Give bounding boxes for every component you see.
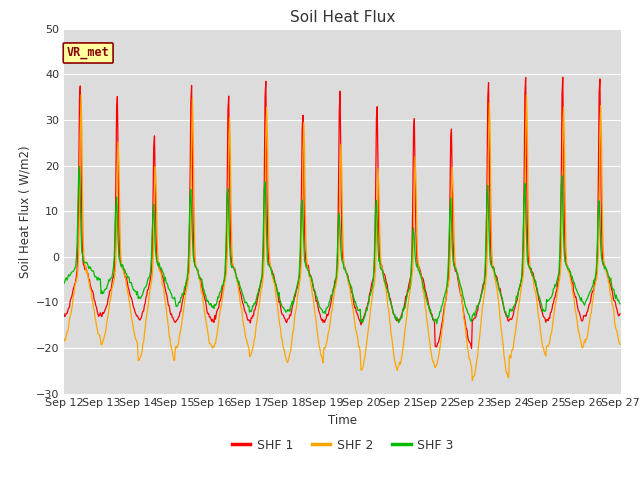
Text: VR_met: VR_met bbox=[67, 47, 109, 60]
SHF 2 bbox=[214, 326, 221, 332]
SHF 3 bbox=[128, 283, 136, 289]
SHF 2 bbox=[185, 274, 193, 280]
SHF 1 bbox=[426, 306, 434, 312]
X-axis label: Time: Time bbox=[328, 414, 357, 427]
SHF 3 bbox=[214, 294, 221, 300]
SHF 3 bbox=[410, 237, 418, 242]
SHF 2 bbox=[427, 347, 435, 353]
SHF 1 bbox=[60, 311, 68, 317]
SHF 1 bbox=[184, 277, 191, 283]
Line: SHF 1: SHF 1 bbox=[64, 77, 620, 348]
Title: Soil Heat Flux: Soil Heat Flux bbox=[290, 10, 395, 25]
SHF 2 bbox=[410, 185, 418, 191]
Line: SHF 3: SHF 3 bbox=[64, 167, 620, 324]
SHF 2 bbox=[60, 338, 68, 344]
SHF 1 bbox=[468, 346, 476, 351]
SHF 2 bbox=[128, 317, 136, 323]
Line: SHF 2: SHF 2 bbox=[64, 95, 620, 381]
SHF 3 bbox=[185, 254, 193, 260]
SHF 3 bbox=[616, 301, 624, 307]
SHF 1 bbox=[213, 308, 221, 313]
SHF 1 bbox=[127, 295, 135, 300]
SHF 3 bbox=[76, 164, 83, 169]
SHF 2 bbox=[616, 341, 624, 347]
SHF 3 bbox=[70, 267, 78, 273]
Y-axis label: Soil Heat Flux ( W/m2): Soil Heat Flux ( W/m2) bbox=[19, 145, 31, 277]
SHF 1 bbox=[559, 74, 566, 80]
SHF 3 bbox=[427, 307, 435, 312]
SHF 2 bbox=[468, 378, 476, 384]
SHF 2 bbox=[70, 291, 78, 297]
Legend: SHF 1, SHF 2, SHF 3: SHF 1, SHF 2, SHF 3 bbox=[227, 433, 458, 456]
SHF 1 bbox=[616, 311, 624, 317]
SHF 1 bbox=[70, 284, 78, 289]
SHF 3 bbox=[433, 321, 440, 327]
SHF 1 bbox=[410, 128, 417, 134]
SHF 3 bbox=[60, 280, 68, 286]
SHF 2 bbox=[77, 92, 85, 97]
